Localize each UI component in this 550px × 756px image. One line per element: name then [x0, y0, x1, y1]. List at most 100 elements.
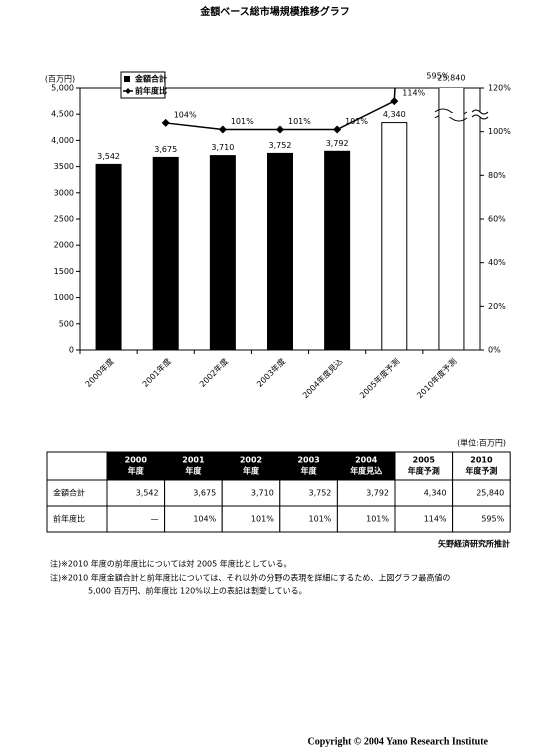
table-cell-text: 4,340 [424, 489, 447, 498]
table-cell-text: 3,792 [366, 489, 389, 498]
y-tick-label: 2500 [54, 215, 74, 224]
y-tick-label: 3500 [54, 162, 74, 171]
break-mark [471, 109, 489, 120]
value-label: 104% [174, 110, 197, 119]
table-cell [46, 451, 108, 481]
table-cell [46, 505, 108, 533]
y-tick-label: 500 [59, 319, 74, 328]
bar [95, 163, 122, 350]
y-axis-label: (百万円) [45, 75, 75, 84]
chart-title: 金額ベース総市場規模推移グラフ [199, 5, 350, 18]
bar [152, 156, 179, 350]
value-label: 3,752 [269, 141, 292, 150]
table-unit: (単位:百万円) [457, 438, 506, 448]
break-gap [439, 113, 464, 117]
table-cell-text: 3,675 [193, 489, 216, 498]
table-cell-text: — [151, 515, 159, 524]
note: 注)※2010 年度の前年度比については対 2005 年度比としている。 [50, 559, 292, 569]
note: 注)※2010 年度金額合計と前年度比については、それ以外の分野の表現を詳細にす… [50, 573, 450, 583]
bar [324, 150, 351, 350]
y-tick-label: 0 [69, 346, 74, 355]
y2-tick-label: 20% [488, 302, 506, 311]
value-label: 3,542 [97, 152, 120, 161]
table-header-cell [336, 451, 396, 481]
line [165, 88, 396, 131]
marker [218, 125, 227, 134]
y2-tick-label: 40% [488, 258, 506, 267]
table-cell-text: 3,710 [251, 489, 274, 498]
bar [209, 155, 236, 350]
table-header-text: 年度予測 [408, 466, 440, 476]
table-header-text: 2005 [413, 456, 436, 465]
plot-area [95, 88, 465, 350]
y2-tick-label: 60% [488, 215, 506, 224]
table-header-text: 2010 [470, 456, 493, 465]
y-tick-label: 5,000 [51, 84, 74, 93]
legend-label: 金額合計 [134, 74, 167, 84]
table-header-text: 2001 [182, 456, 205, 465]
marker [161, 118, 170, 127]
table-cell-text: 114% [424, 515, 447, 524]
copyright: Copyright © 2004 Yano Research Institute [307, 736, 488, 747]
bar [381, 122, 408, 350]
table-header-cell [394, 451, 454, 481]
value-label: 3,710 [211, 143, 234, 152]
row-label: 金額合計 [53, 488, 85, 498]
value-label: 595% [426, 72, 449, 81]
table-cell-text: 101% [309, 515, 332, 524]
y-tick-label: 1000 [54, 293, 74, 302]
marker [333, 125, 342, 134]
y2-tick-label: 0% [488, 346, 501, 355]
x-tick-label: 2003年度 [254, 356, 287, 389]
y2-tick-label: 120% [488, 84, 511, 93]
value-label: 101% [288, 117, 311, 126]
y2-tick-label: 80% [488, 171, 506, 180]
note: 5,000 百万円、前年度比 120%以上の表記は割愛している。 [88, 586, 307, 596]
table-cell [336, 505, 396, 533]
table-header-text: 年度 [243, 466, 260, 476]
source: 矢野経済研究所推計 [438, 539, 510, 549]
table-cell-text: 595% [481, 515, 504, 524]
y-tick-label: 3000 [54, 188, 74, 197]
table-header-text: 2000 [125, 456, 148, 465]
table-cell-text: 104% [193, 515, 216, 524]
table-header-cell [452, 451, 511, 481]
table-header-text: 年度 [128, 466, 145, 476]
table-header-cell [164, 451, 223, 481]
table-header-text: 年度 [185, 466, 202, 476]
value-label: 101% [231, 117, 254, 126]
table-header-text: 年度予測 [465, 466, 497, 476]
y-tick-label: 1500 [54, 267, 74, 276]
x-tick-label: 2002年度 [197, 356, 230, 389]
table-cell-text: 101% [366, 515, 389, 524]
table-cell-text: 3,542 [136, 489, 159, 498]
table-cell-text: 101% [251, 515, 274, 524]
table-header-text: 年度見込 [350, 466, 382, 476]
table-cell [106, 479, 166, 507]
y-tick-label: 4,500 [51, 110, 74, 119]
y-tick-label: 4,000 [51, 136, 74, 145]
table-cell [279, 505, 338, 533]
bar [267, 152, 293, 350]
x-tick-label: 2004年度見込 [300, 356, 344, 400]
table-cell-text: 25,840 [476, 489, 504, 498]
break-gap [475, 112, 485, 117]
value-label: 3,675 [154, 145, 177, 154]
marker [276, 125, 284, 134]
x-tick-label: 2001年度 [140, 356, 173, 389]
value-label: 114% [402, 89, 425, 98]
table-cell [164, 479, 223, 507]
table-cell [452, 505, 511, 533]
x-tick-label: 2005年度予測 [357, 356, 401, 400]
legend-label: 前年度比 [135, 86, 167, 96]
value-label: 25,840 [437, 74, 465, 83]
table-cell [394, 505, 454, 533]
legend-swatch [125, 88, 131, 94]
y2-tick-label: 100% [488, 127, 511, 136]
table-header-cell [279, 451, 338, 481]
table-cell [221, 505, 281, 533]
y-tick-label: 2000 [54, 241, 74, 250]
legend-swatch [124, 76, 130, 82]
marker [390, 97, 399, 106]
table-header-text: 年度 [301, 466, 318, 476]
